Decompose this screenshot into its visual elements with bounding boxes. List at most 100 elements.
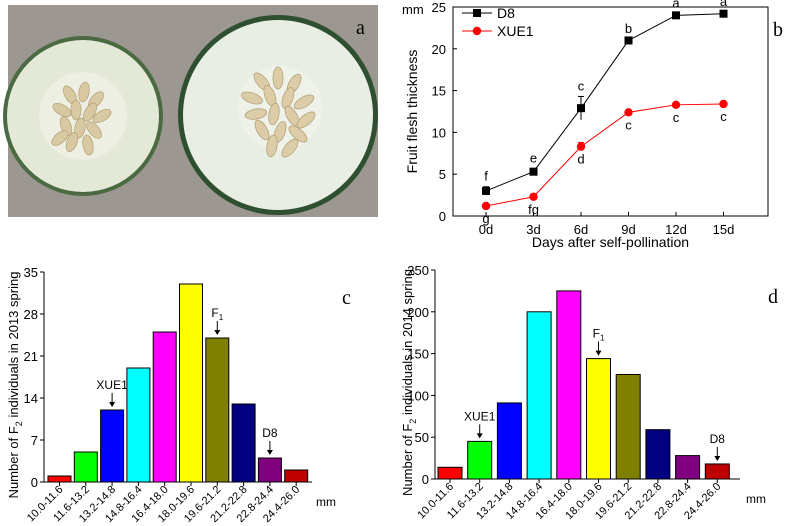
seed xyxy=(65,132,79,152)
y-axis-label-text: individuals in 2013 spring xyxy=(6,272,21,422)
significance-letter: a xyxy=(720,0,728,9)
histogram-bar xyxy=(284,469,309,483)
significance-letter: d xyxy=(577,152,584,167)
y-tick-label: 25 xyxy=(432,0,446,15)
seed-cluster-d8 xyxy=(241,66,316,158)
y-tick-label: 35 xyxy=(24,265,38,280)
panel-label-c: c xyxy=(342,287,351,309)
panel-b-line-chart: 0 5 10 15 20 25 0d 3d 6d 9d 12d 15d Days after self-… xyxy=(402,0,783,250)
y-tick-label: 5 xyxy=(439,167,446,182)
data-point-xue1 xyxy=(529,192,538,201)
seed xyxy=(296,111,316,129)
x-tick-label: 9d xyxy=(621,222,635,237)
histogram-bar xyxy=(257,457,282,483)
annotation-label: XUE1 xyxy=(96,378,128,392)
series-line-d8 xyxy=(485,13,724,192)
significance-letter: f xyxy=(484,169,488,184)
seed xyxy=(70,99,82,121)
data-point-xue1 xyxy=(576,142,586,151)
annotation-text: D8 xyxy=(710,432,726,446)
histogram-bar xyxy=(205,337,230,483)
significance-letter: b xyxy=(625,21,632,36)
seed xyxy=(272,66,284,90)
annotation-label: F1 xyxy=(593,327,605,343)
histogram-bar xyxy=(704,463,730,480)
histogram-bar xyxy=(526,311,552,480)
x-axis-label: Days after self-pollination xyxy=(532,234,689,250)
data-point-d8 xyxy=(624,36,633,45)
annotation-label: F1 xyxy=(211,306,223,322)
histogram-bar xyxy=(437,466,463,480)
histogram-bar xyxy=(100,409,125,483)
histogram-bar xyxy=(496,402,522,480)
histogram-bar xyxy=(231,403,256,483)
histogram-bar xyxy=(179,283,203,483)
series-line-xue1 xyxy=(485,103,724,207)
x-tick-label: 3d xyxy=(526,222,540,237)
data-point-xue1 xyxy=(481,201,491,211)
annotation-text: XUE1 xyxy=(464,409,496,423)
data-point-d8 xyxy=(577,104,585,113)
x-axis-unit: mm xyxy=(746,492,766,506)
histogram-bar xyxy=(645,429,671,480)
y-axis-label-subscript: 2 xyxy=(408,419,418,424)
y-tick-label: 15 xyxy=(432,84,446,99)
data-point-xue1 xyxy=(624,108,633,117)
seed xyxy=(288,125,308,143)
annotation-label: D8 xyxy=(262,426,278,440)
seed xyxy=(281,138,299,158)
y-axis-label-text: Number of F xyxy=(6,426,21,498)
seed xyxy=(78,81,90,103)
histogram-bar xyxy=(467,440,493,480)
annotation-label: XUE1 xyxy=(464,409,496,423)
legend-marker xyxy=(472,26,482,36)
annotation-text: D8 xyxy=(262,426,278,440)
seed xyxy=(266,134,278,158)
panel-label-b: b xyxy=(773,19,783,41)
seed xyxy=(254,119,270,141)
histogram-bar xyxy=(73,451,98,483)
seed xyxy=(244,108,268,120)
legend-label-xue1: XUE1 xyxy=(497,23,534,39)
y-axis-label-text: individuals in 2014 spring xyxy=(400,269,415,419)
seed xyxy=(82,134,94,156)
histogram-bar xyxy=(556,290,582,480)
plot-frame xyxy=(452,6,769,217)
annotation-arrowhead xyxy=(714,455,721,461)
legend-marker xyxy=(473,9,481,17)
data-point-xue1 xyxy=(671,100,681,110)
y-tick-label: 200 xyxy=(407,305,429,320)
cucumber-slice-xue1 xyxy=(3,36,163,196)
significance-letter: c xyxy=(673,110,680,125)
annotation-arrowhead xyxy=(266,450,273,455)
seed xyxy=(86,121,102,139)
panel-a-photo: a xyxy=(3,5,378,217)
data-point-d8 xyxy=(529,167,538,176)
seed xyxy=(241,91,263,105)
data-point-d8 xyxy=(672,11,680,20)
panel-d-bar-chart: 05010015020025010.0-11.611.6-13.213.2-14… xyxy=(400,263,778,522)
seed xyxy=(293,94,315,110)
y-axis-unit: mm xyxy=(402,2,424,17)
data-point-d8 xyxy=(719,9,728,18)
y-tick-label: 100 xyxy=(407,388,429,403)
seed xyxy=(92,108,112,124)
y-tick-label: 21 xyxy=(24,349,38,364)
x-tick-label: 6d xyxy=(574,222,588,237)
histogram-bar xyxy=(152,331,177,483)
significance-letter: a xyxy=(672,0,680,11)
y-tick-label: 50 xyxy=(415,430,429,445)
data-point-d8 xyxy=(482,186,490,195)
y-tick-label: 150 xyxy=(407,347,429,362)
significance-letter: c xyxy=(720,109,727,124)
significance-letter: fg xyxy=(528,202,539,217)
panel-label-d: d xyxy=(768,286,778,308)
y-axis-label: Number of F2 individuals in 2014 spring xyxy=(400,269,418,496)
panel-c-bar-chart: 071421283510.0-11.611.6-13.213.2-14.814.… xyxy=(6,265,351,525)
annotation-subscript: 1 xyxy=(219,313,224,322)
x-tick-label: 15d xyxy=(713,222,735,237)
y-tick-label: 10 xyxy=(432,125,446,140)
significance-letter: c xyxy=(625,117,632,132)
significance-letter: c xyxy=(578,78,585,93)
